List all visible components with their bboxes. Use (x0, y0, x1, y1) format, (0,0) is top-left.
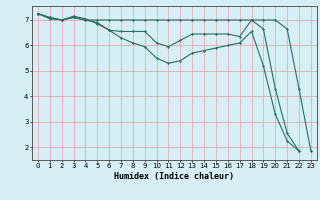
X-axis label: Humidex (Indice chaleur): Humidex (Indice chaleur) (115, 172, 234, 181)
